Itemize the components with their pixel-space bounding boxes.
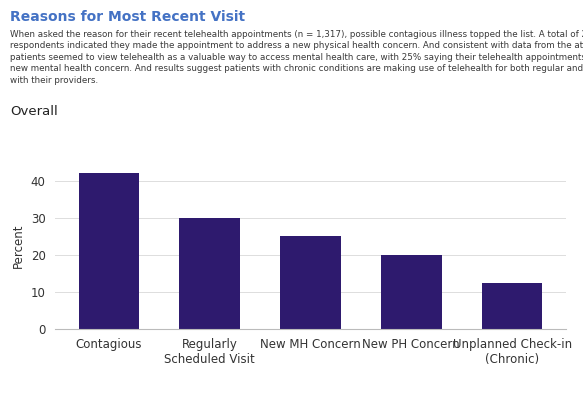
Bar [280,236,340,329]
Bar [381,255,441,329]
Bar [180,218,240,329]
Text: When asked the reason for their recent telehealth appointments (n = 1,317), poss: When asked the reason for their recent t… [10,30,583,85]
Bar [482,283,542,329]
Bar [79,174,139,329]
Y-axis label: Percent: Percent [12,223,25,268]
Text: Overall: Overall [10,105,58,118]
Text: Reasons for Most Recent Visit: Reasons for Most Recent Visit [10,10,245,24]
